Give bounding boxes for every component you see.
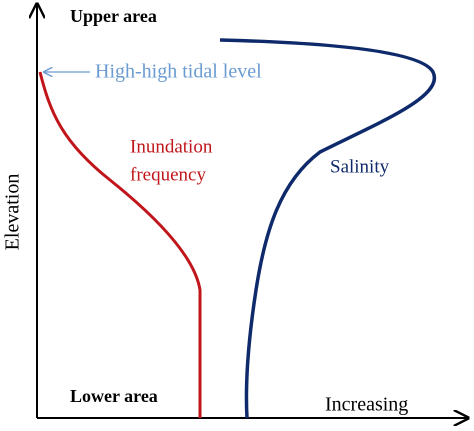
inundation-label: frequency xyxy=(130,164,206,185)
x-axis-label: Increasing xyxy=(325,394,408,416)
tidal-label: High-high tidal level xyxy=(95,61,262,83)
inundation-curve xyxy=(38,71,202,418)
upper-area: Upper area xyxy=(70,6,157,26)
y-axis-label: Elevation xyxy=(2,174,24,251)
inundation-label: Inundation xyxy=(130,136,213,157)
salinity-label: Salinity xyxy=(330,156,390,177)
salinity-curve xyxy=(219,38,437,419)
lower-area: Lower area xyxy=(70,386,158,406)
